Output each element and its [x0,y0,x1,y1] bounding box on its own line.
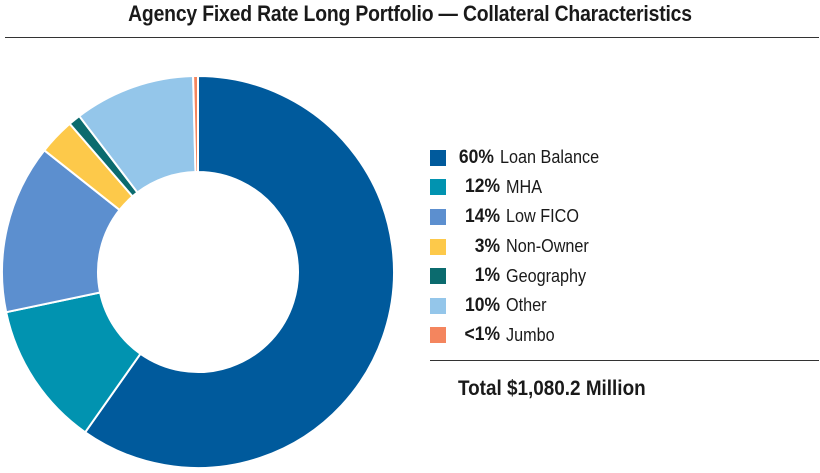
total-amount: Total $1,080.2 Million [458,377,646,400]
legend-label: Geography [506,265,587,286]
legend-swatch [430,149,446,166]
legend-swatch [430,179,446,196]
donut-slice-jumbo [192,74,199,174]
legend-item-loan-balance: 60% Loan Balance [430,143,610,173]
legend-item-mha: 12% MHA [430,173,610,203]
legend-percent: 1% [474,265,500,287]
donut-chart [1,74,395,469]
legend-percent: 3% [474,235,500,257]
legend-label: Jumbo [506,324,555,345]
legend-item-other: 10% Other [430,291,610,321]
donut-slice-loan-balance [83,74,395,469]
legend-item-jumbo: <1% Jumbo [430,321,610,351]
legend-label: Loan Balance [499,147,599,168]
legend-percent: 12% [465,176,500,198]
legend-percent: 10% [465,294,500,316]
legend-swatch [430,327,446,344]
legend-divider [430,360,819,361]
legend-swatch [430,297,446,314]
legend-swatch [430,268,446,285]
legend-swatch [430,208,446,225]
legend-label: MHA [506,176,542,197]
legend-item-non-owner: 3% Non-Owner [430,232,610,262]
legend-percent: <1% [464,324,500,346]
legend: 60% Loan Balance 12% MHA 14% Low FICO 3%… [430,143,610,350]
legend-item-low-fico: 14% Low FICO [430,202,610,232]
legend-label: Low FICO [506,206,579,227]
legend-item-geography: 1% Geography [430,261,610,291]
chart-title: Agency Fixed Rate Long Portfolio — Colla… [128,1,692,26]
legend-swatch [430,238,446,255]
legend-percent: 14% [465,205,500,227]
legend-label: Other [506,295,547,316]
title-divider [5,37,819,38]
legend-percent: 60% [458,146,494,168]
legend-label: Non-Owner [506,236,589,257]
